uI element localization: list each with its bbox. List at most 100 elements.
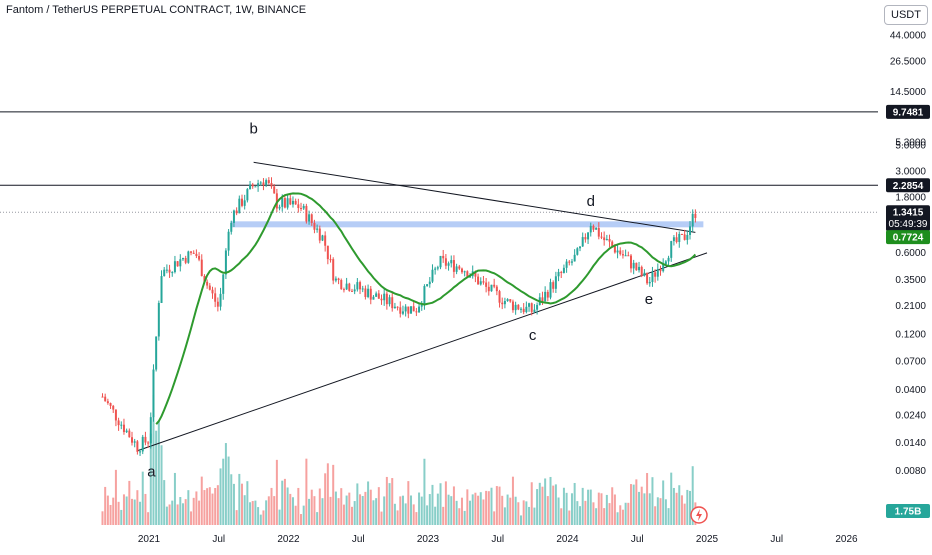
candle-body [176,261,179,267]
volume-bar [246,481,249,525]
candle-body [122,424,125,433]
volume-bar [662,480,665,525]
volume-bar [152,395,155,525]
volume-bar [560,508,563,525]
volume-bar [348,492,351,525]
candle-body [160,276,163,303]
volume-bar [147,512,150,525]
volume-bar [428,494,431,525]
candle-body [128,430,131,438]
candle-body [144,436,147,443]
candle-body [324,235,327,246]
volume-bar [208,487,211,525]
candle-body [208,285,211,290]
volume-bar [283,478,286,525]
volume-bar [216,485,219,525]
candle-body [568,261,571,263]
volume-bar [165,506,168,525]
candle-body [498,291,501,303]
candle-body [536,304,539,310]
last-price-badge: 1.3415 [893,208,924,219]
price-tick-label: 14.5000 [890,87,927,98]
candle-body [289,198,292,205]
volume-bar [206,488,209,525]
candle-body [316,228,319,230]
candle-body [436,267,439,269]
candle-body [262,182,265,185]
volume-bar [326,463,329,525]
lightning-icon[interactable] [690,506,708,524]
volume-bar [383,496,386,525]
volume-bar [106,495,109,525]
volume-bar [337,498,340,525]
horizontal-levels [0,111,878,213]
candle-body [342,289,345,291]
candle-body [139,451,142,453]
candle-body [219,293,222,307]
candle-body [345,283,348,290]
candle-body [579,246,582,249]
volume-bar [340,488,343,525]
candle-body [667,257,670,262]
candle-body [565,261,568,268]
candle-body [528,303,531,307]
level-high-badge: 9.7481 [893,107,924,118]
volume-badge: 1.75B [895,507,922,518]
volume-bar [168,504,171,525]
candle-body [554,276,557,289]
price-tick-label: 44.0000 [890,31,927,42]
candle-body [629,255,632,269]
ma-value-badge: 0.7724 [893,233,924,244]
candle-body [179,259,182,267]
candle-body [340,279,343,290]
volume-bar [627,502,630,525]
candle-body [640,266,643,276]
candle-body [541,297,544,302]
price-tick-label: 0.3500 [895,275,926,286]
candle-body [691,213,694,227]
volume-bar [211,493,214,525]
volume-bar [270,487,273,525]
currency-button[interactable]: USDT [884,5,928,25]
candle-body [302,205,305,209]
volume-bar [605,494,608,525]
candle-body [608,239,611,242]
volume-bar [595,508,598,525]
volume-bar [672,487,675,525]
candle-body [308,214,311,222]
volume-bar [219,468,222,525]
candle-body [399,307,402,314]
volume-bar [230,474,233,525]
candle-body [125,430,128,433]
candle-body [291,200,294,205]
candle-body [656,269,659,277]
price-tick-label: 0.1200 [895,329,926,340]
volume-bar [176,504,179,525]
candle-body [490,284,493,292]
candle-body [141,436,144,452]
candle-body [332,259,335,281]
candle-body [278,206,281,209]
candle-body [654,272,657,277]
volume-bar [375,498,378,525]
candle-body [635,262,638,271]
candle-body [439,255,442,268]
candle-body [511,301,514,311]
volume-bar [117,501,120,525]
volume-bar [648,493,651,525]
volume-bar [114,469,117,525]
volume-bar [536,489,539,525]
volume-bar [112,497,115,525]
candle-body [230,222,233,232]
volume-bar [680,495,683,525]
wave-label-a: a [147,464,156,481]
volume-bar [300,514,303,525]
volume-bar [310,489,313,525]
candle-body [168,269,171,273]
candle-body [415,311,418,313]
volume-bar [434,506,437,525]
volume-bar [294,505,297,525]
volume-bar [511,476,514,525]
